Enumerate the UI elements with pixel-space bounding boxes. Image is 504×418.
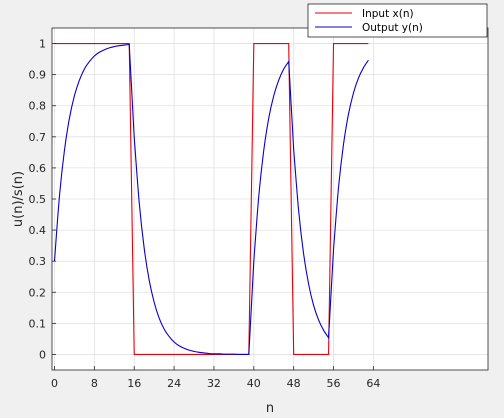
y-axis-label: u(n)/s(n) bbox=[11, 171, 26, 227]
x-tick-label: 16 bbox=[127, 377, 141, 390]
legend-entry-output: Output y(n) bbox=[362, 22, 423, 34]
x-tick-label: 0 bbox=[51, 377, 58, 390]
y-tick-label: 0 bbox=[39, 348, 46, 361]
y-tick-label: 0.7 bbox=[29, 131, 47, 144]
legend-box bbox=[307, 3, 488, 38]
y-tick-label: 0.1 bbox=[29, 317, 47, 330]
x-tick-label: 40 bbox=[247, 377, 261, 390]
y-tick-label: 0.3 bbox=[29, 255, 47, 268]
y-tick-label: 0.9 bbox=[29, 69, 47, 82]
legend: Input x(n) Output y(n) bbox=[307, 3, 488, 38]
x-tick-label: 56 bbox=[327, 377, 341, 390]
x-tick-label: 8 bbox=[91, 377, 98, 390]
series-line-input bbox=[54, 42, 369, 356]
y-tick-label: 0.5 bbox=[29, 193, 47, 206]
grid bbox=[52, 28, 488, 370]
x-tick-label: 32 bbox=[207, 377, 221, 390]
x-axis-label: n bbox=[266, 401, 274, 416]
y-tick-label: 0.6 bbox=[29, 162, 47, 175]
series-line-output bbox=[53, 43, 369, 356]
y-tick-label: 1 bbox=[39, 38, 46, 51]
x-tick-label: 64 bbox=[366, 377, 380, 390]
y-tick-label: 0.4 bbox=[29, 224, 47, 237]
x-tick-labels: 0 8 16 24 32 40 48 56 64 bbox=[51, 377, 380, 390]
legend-entry-input: Input x(n) bbox=[362, 8, 414, 20]
y-tick-labels: 0 0.1 0.2 0.3 0.4 0.5 0.6 0.7 0.8 0.9 1 bbox=[29, 38, 47, 362]
y-tick-label: 0.8 bbox=[29, 100, 47, 113]
series-layer bbox=[53, 42, 369, 356]
x-tick-label: 24 bbox=[167, 377, 181, 390]
ticks bbox=[52, 43, 374, 370]
y-tick-label: 0.2 bbox=[29, 286, 47, 299]
x-tick-label: 48 bbox=[287, 377, 301, 390]
